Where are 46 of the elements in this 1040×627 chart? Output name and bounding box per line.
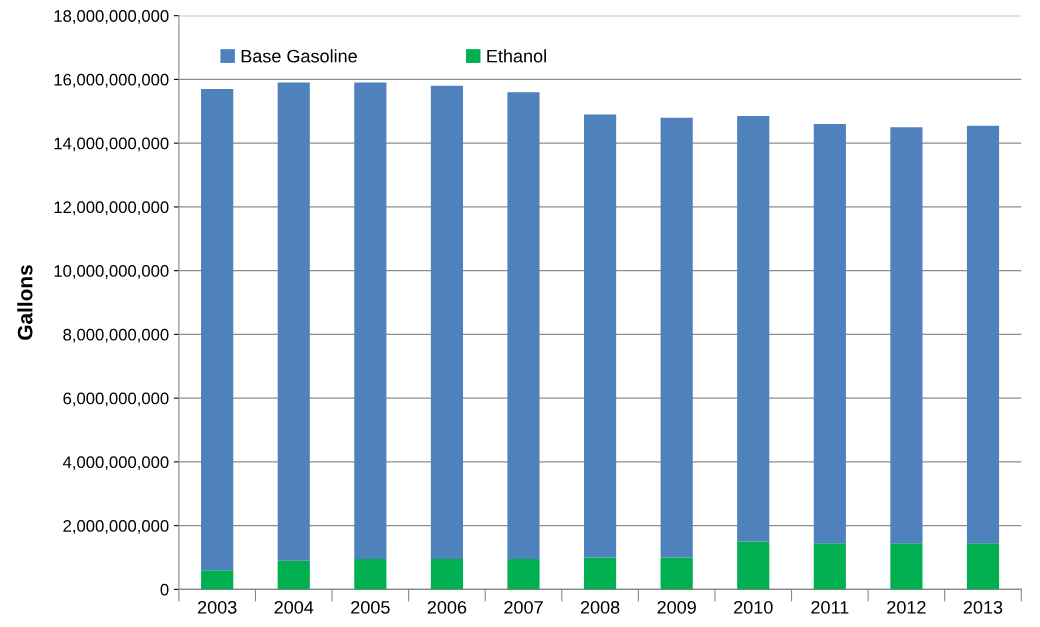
bar xyxy=(737,116,770,542)
bar xyxy=(890,543,923,590)
bar xyxy=(737,541,770,590)
y-tick-label: 12,000,000,000 xyxy=(54,201,169,216)
bar xyxy=(660,557,693,590)
bar xyxy=(813,543,846,590)
x-tick-label: 2011 xyxy=(811,600,849,614)
y-tick-label: 14,000,000,000 xyxy=(54,137,169,152)
x-tick-label: 2012 xyxy=(887,600,926,614)
x-tick-label: 2010 xyxy=(734,600,773,614)
x-tick-label: 2007 xyxy=(504,600,543,614)
bar xyxy=(430,559,463,590)
bar xyxy=(277,82,310,561)
bar xyxy=(354,559,387,590)
bar xyxy=(660,117,693,558)
x-tick-label: 2009 xyxy=(657,600,696,614)
x-tick-label: 2006 xyxy=(427,600,467,614)
x-tick-label: 2013 xyxy=(963,600,1003,614)
legend-label: Base Gasoline xyxy=(241,49,357,63)
bar xyxy=(584,114,617,558)
bar xyxy=(201,570,234,590)
y-axis-title: Gallons xyxy=(17,265,33,340)
bar xyxy=(430,85,463,560)
bar xyxy=(966,543,1000,590)
y-tick-label: 18,000,000,000 xyxy=(54,10,169,24)
y-tick-label: 8,000,000,000 xyxy=(63,328,169,343)
bar xyxy=(354,82,387,560)
x-tick-label: 2003 xyxy=(198,600,237,614)
bar xyxy=(813,124,846,544)
bar xyxy=(890,127,923,544)
x-tick-label: 2005 xyxy=(351,600,390,614)
legend-label: Ethanol xyxy=(487,49,546,63)
y-tick-label: 16,000,000,000 xyxy=(54,73,169,88)
y-tick-label: 4,000,000,000 xyxy=(62,456,169,471)
bar xyxy=(507,92,540,560)
y-tick-label: 2,000,000,000 xyxy=(63,520,169,534)
bar xyxy=(966,125,1000,544)
y-tick-label: 0 xyxy=(160,583,169,596)
x-tick-label: 2004 xyxy=(274,600,314,614)
y-tick-label: 10,000,000,000 xyxy=(54,265,169,279)
bar xyxy=(201,88,234,571)
bar xyxy=(584,557,617,590)
x-tick-label: 2008 xyxy=(580,600,620,614)
y-tick-label: 6,000,000,000 xyxy=(63,392,169,407)
bar xyxy=(277,560,310,590)
bar xyxy=(507,559,540,590)
